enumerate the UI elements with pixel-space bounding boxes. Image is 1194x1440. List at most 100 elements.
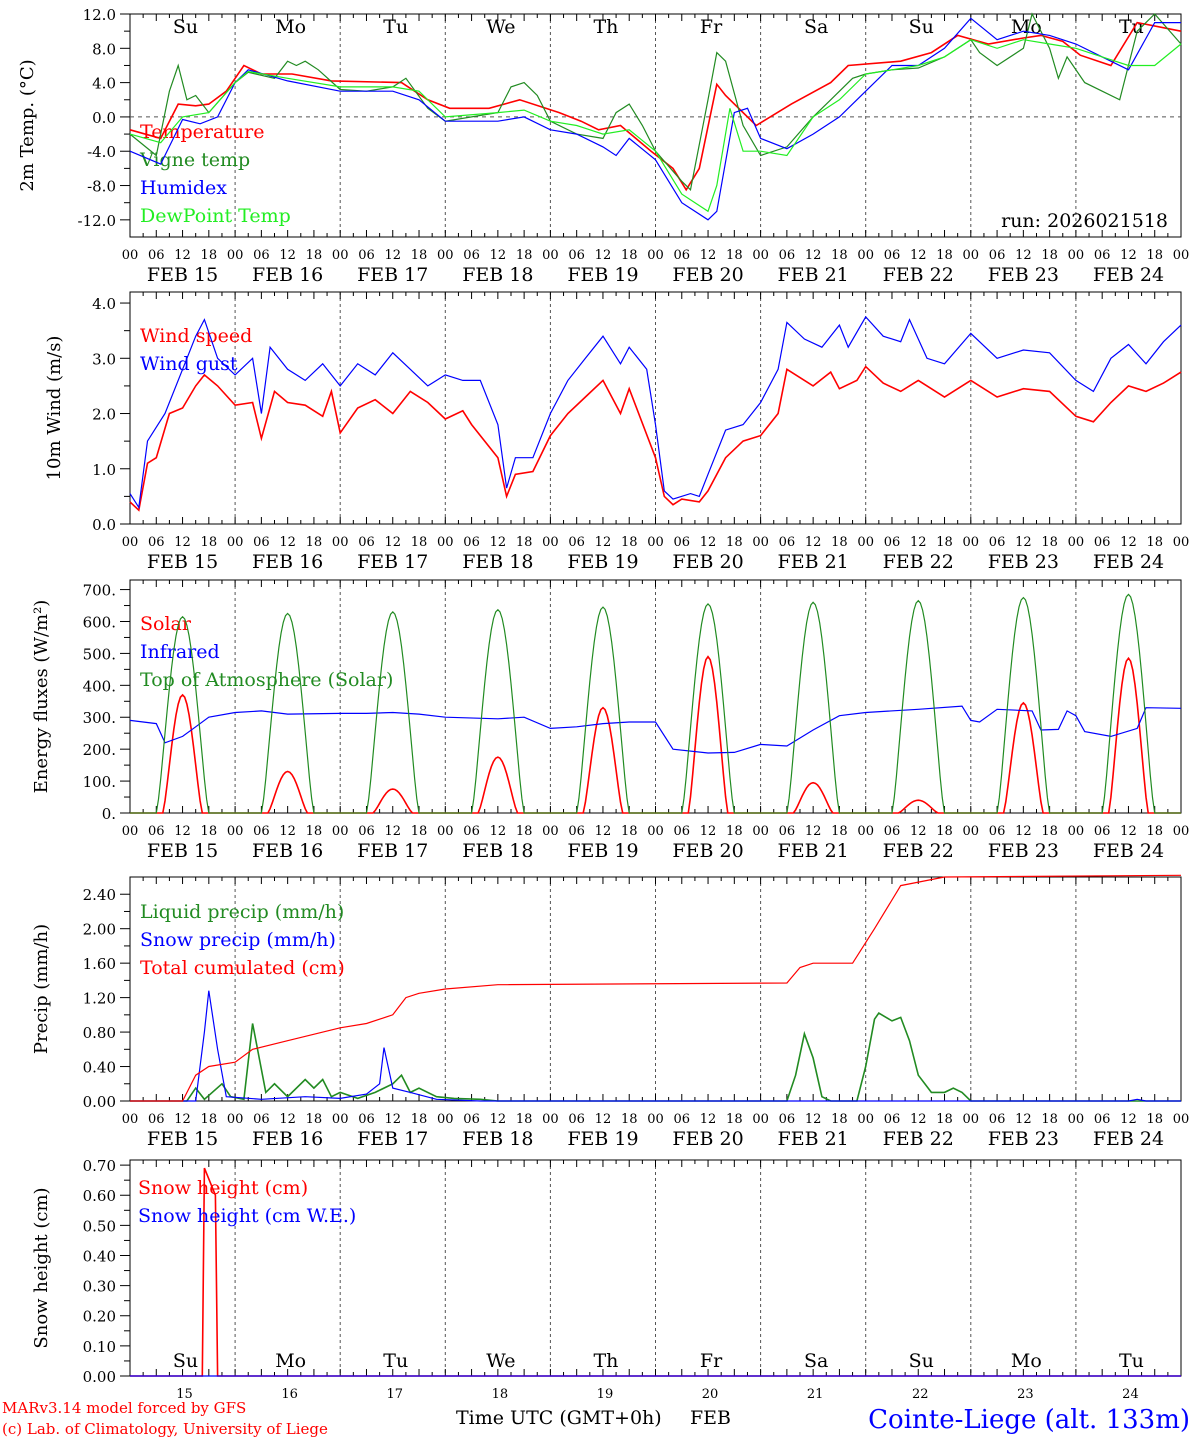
hour-label: 00: [542, 535, 559, 550]
hour-label: 12: [700, 248, 717, 263]
hour-label: 00: [963, 248, 980, 263]
hour-label: 06: [779, 1112, 796, 1127]
date-label: FEB 21: [778, 264, 849, 286]
hour-label: 12: [910, 1112, 927, 1127]
hour-label: 18: [411, 248, 428, 263]
hour-label: 12: [174, 248, 191, 263]
date-label: FEB 17: [357, 1128, 428, 1150]
y-tick-label: 700.: [83, 582, 116, 600]
y-tick-label: 400.: [83, 677, 116, 695]
y-tick-label: 0.: [102, 805, 116, 823]
hour-label: 18: [621, 535, 638, 550]
date-label: 20: [702, 1387, 719, 1402]
series-line-liquid-precip-mm-h-: [130, 1012, 1181, 1102]
hour-label: 06: [463, 248, 480, 263]
hour-label: 06: [463, 535, 480, 550]
hour-label: 12: [1015, 824, 1032, 839]
lab-credit: (c) Lab. of Climatology, University of L…: [2, 1420, 328, 1438]
hour-label: 06: [148, 248, 165, 263]
series-line-vigne-temp: [129, 12, 1182, 192]
date-label: 15: [176, 1387, 193, 1402]
y-tick-label: 2.00: [83, 921, 116, 939]
hour-label: 12: [490, 535, 507, 550]
y-tick-label: 0.30: [83, 1278, 116, 1296]
hour-label: 12: [910, 535, 927, 550]
legend-entry: Snow height (cm W.E.): [138, 1205, 356, 1227]
hour-label: 00: [437, 535, 454, 550]
y-tick-label: 0.40: [83, 1247, 116, 1265]
hour-label: 06: [148, 824, 165, 839]
weekday-label: Tu: [383, 16, 408, 38]
hour-label: 06: [358, 535, 375, 550]
date-label: FEB 22: [883, 840, 954, 862]
hour-label: 00: [542, 1112, 559, 1127]
hour-label: 06: [674, 824, 691, 839]
hour-label: 12: [279, 824, 296, 839]
date-label: FEB 16: [252, 840, 323, 862]
hour-label: 12: [384, 1112, 401, 1127]
weekday-label: Su: [909, 1350, 934, 1372]
hour-label: 06: [148, 535, 165, 550]
date-label: FEB 16: [252, 1128, 323, 1150]
hour-label: 00: [857, 1112, 874, 1127]
hour-label: 18: [411, 824, 428, 839]
hour-label: 12: [910, 824, 927, 839]
hour-label: 18: [726, 1112, 743, 1127]
hour-label: 18: [936, 248, 953, 263]
hour-label: 00: [647, 535, 664, 550]
hour-label: 06: [253, 1112, 270, 1127]
weekday-label: Mo: [275, 1350, 306, 1372]
model-credit: MARv3.14 model forced by GFS: [2, 1399, 246, 1417]
date-label: FEB 16: [252, 551, 323, 573]
date-label: FEB 18: [462, 1128, 533, 1150]
y-tick-label: 0.20: [83, 1308, 116, 1326]
hour-label: 06: [989, 1112, 1006, 1127]
series-line-snow-precip-mm-h-: [130, 990, 1181, 1102]
y-tick-label: 100.: [83, 773, 116, 791]
y-tick-label: 0.70: [83, 1157, 116, 1175]
hour-label: 18: [621, 1112, 638, 1127]
hour-label: 00: [963, 535, 980, 550]
date-label: FEB 21: [778, 840, 849, 862]
hour-label: 06: [358, 1112, 375, 1127]
hour-label: 06: [674, 248, 691, 263]
hour-label: 00: [437, 248, 454, 263]
hour-label: 06: [358, 248, 375, 263]
hour-label: 06: [568, 248, 585, 263]
hour-label: 06: [1094, 824, 1111, 839]
y-tick-label: 0.00: [83, 1368, 116, 1386]
weekday-label: Su: [909, 16, 934, 38]
y-tick-label: 0.0: [92, 109, 116, 127]
weekday-label: Fr: [700, 16, 723, 38]
hour-label: 06: [779, 824, 796, 839]
y-tick-label: 1.0: [92, 461, 116, 479]
hour-label: 00: [857, 535, 874, 550]
hour-label: 12: [1120, 824, 1137, 839]
date-label: FEB 20: [672, 1128, 743, 1150]
date-label: FEB 22: [883, 551, 954, 573]
hour-label: 00: [857, 248, 874, 263]
hour-label: 00: [857, 824, 874, 839]
y-tick-label: 200.: [83, 741, 116, 759]
hour-label: 06: [1094, 535, 1111, 550]
hour-label: 18: [621, 824, 638, 839]
hour-label: 00: [963, 824, 980, 839]
date-label: FEB 18: [462, 551, 533, 573]
date-label: 24: [1122, 1387, 1139, 1402]
weekday-label: Mo: [275, 16, 306, 38]
hour-label: 12: [279, 1112, 296, 1127]
hour-label: 18: [411, 535, 428, 550]
date-label: FEB 17: [357, 264, 428, 286]
y-axis-label: Precip (mm/h): [31, 924, 52, 1054]
date-label: FEB 22: [883, 1128, 954, 1150]
hour-label: 12: [1120, 1112, 1137, 1127]
legend-entry: Total cumulated (cm): [140, 957, 345, 979]
date-label: FEB 18: [462, 840, 533, 862]
hour-label: 18: [306, 535, 323, 550]
hour-label: 18: [1146, 248, 1163, 263]
hour-label: 00: [752, 248, 769, 263]
weekday-label: Tu: [383, 1350, 408, 1372]
legend-entry: Infrared: [140, 641, 220, 663]
y-axis-label: Energy fluxes (W/m²): [31, 600, 52, 794]
y-tick-label: 1.20: [83, 990, 116, 1008]
